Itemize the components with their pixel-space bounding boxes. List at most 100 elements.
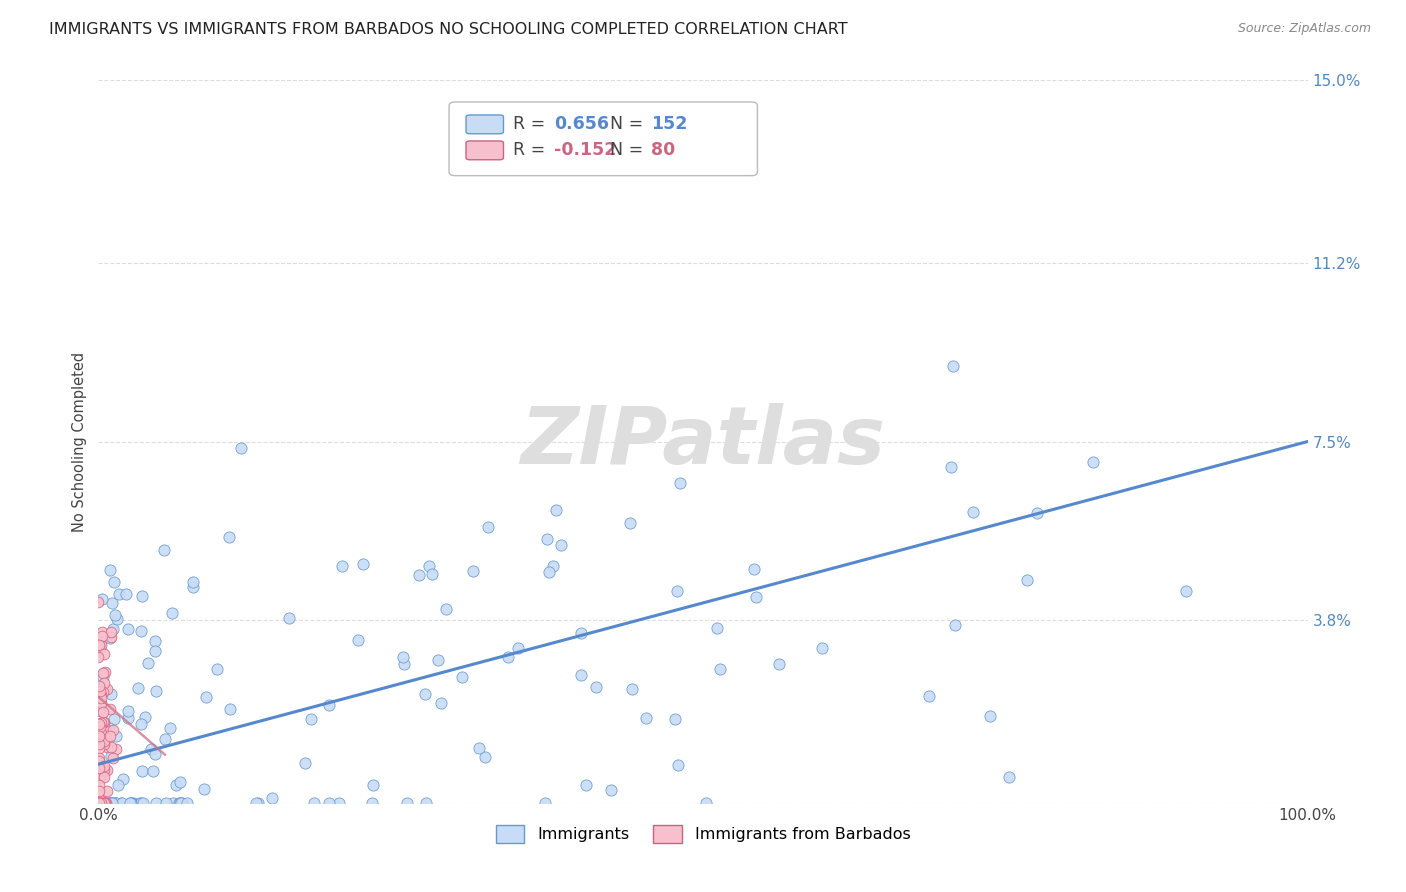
Point	[89, 771, 111, 785]
Point	[181, 574, 204, 589]
Point	[98, 729, 121, 743]
Text: 80: 80	[651, 141, 675, 160]
Point	[550, 538, 572, 552]
Point	[142, 764, 165, 778]
Point	[87, 725, 110, 739]
Point	[89, 796, 111, 810]
Point	[89, 641, 111, 656]
Point	[93, 796, 115, 810]
Point	[100, 687, 122, 701]
Point	[330, 558, 353, 573]
Point	[100, 630, 122, 644]
Point	[918, 689, 941, 703]
Point	[93, 796, 115, 810]
Point	[666, 758, 689, 772]
Point	[93, 796, 115, 810]
Point	[87, 779, 110, 793]
Point	[101, 796, 124, 810]
Point	[706, 621, 728, 635]
Point	[352, 558, 374, 572]
Point	[89, 731, 111, 746]
Point	[585, 680, 607, 694]
Point	[87, 595, 110, 609]
Point	[195, 690, 218, 705]
Point	[98, 701, 121, 715]
Point	[110, 796, 132, 810]
Point	[94, 665, 117, 679]
Point	[91, 764, 114, 779]
Point	[139, 742, 162, 756]
Point	[93, 715, 115, 730]
Point	[695, 796, 717, 810]
Point	[498, 650, 520, 665]
Point	[477, 520, 499, 534]
Text: N =: N =	[610, 141, 648, 160]
Text: 0.656: 0.656	[554, 115, 609, 133]
Point	[134, 710, 156, 724]
Point	[427, 653, 450, 667]
Point	[120, 796, 142, 810]
Point	[430, 696, 453, 710]
Point	[418, 558, 440, 573]
Point	[87, 766, 110, 780]
Point	[536, 533, 558, 547]
Point	[101, 796, 124, 810]
Point	[105, 796, 128, 810]
Point	[89, 684, 111, 698]
Point	[104, 796, 127, 810]
Point	[634, 711, 657, 725]
Point	[394, 657, 416, 672]
Point	[129, 796, 152, 810]
Point	[103, 622, 125, 636]
Point	[94, 723, 117, 738]
Point	[87, 784, 110, 798]
Point	[87, 796, 110, 810]
Point	[90, 696, 112, 710]
Point	[546, 503, 568, 517]
Point	[132, 796, 155, 810]
Point	[93, 763, 115, 777]
Point	[93, 676, 115, 690]
Point	[474, 750, 496, 764]
Point	[93, 737, 115, 751]
Point	[165, 777, 187, 791]
Point	[87, 679, 110, 693]
Point	[87, 751, 110, 765]
Point	[114, 587, 136, 601]
Point	[94, 796, 117, 810]
Point	[363, 778, 385, 792]
Point	[89, 796, 111, 810]
Point	[169, 796, 191, 810]
Legend: Immigrants, Immigrants from Barbados: Immigrants, Immigrants from Barbados	[489, 819, 917, 849]
Point	[742, 562, 765, 576]
Point	[127, 681, 149, 695]
Point	[169, 796, 191, 810]
Point	[159, 721, 181, 735]
Point	[96, 763, 118, 777]
Point	[664, 712, 686, 726]
Point	[450, 670, 472, 684]
Y-axis label: No Schooling Completed: No Schooling Completed	[72, 351, 87, 532]
Point	[89, 737, 111, 751]
Point	[420, 567, 443, 582]
Point	[229, 441, 252, 455]
Point	[87, 754, 110, 768]
Point	[810, 640, 832, 655]
Text: -0.152: -0.152	[554, 141, 617, 160]
Point	[96, 739, 118, 754]
Point	[87, 760, 110, 774]
Point	[318, 698, 340, 713]
Point	[1017, 573, 1039, 587]
Point	[90, 769, 112, 783]
Point	[145, 683, 167, 698]
Point	[91, 715, 114, 730]
Point	[302, 796, 325, 810]
Point	[90, 716, 112, 731]
Point	[87, 754, 110, 768]
Point	[90, 688, 112, 702]
Point	[93, 796, 115, 810]
Point	[93, 759, 115, 773]
Text: R =: R =	[513, 115, 551, 133]
Point	[129, 717, 152, 731]
Point	[93, 705, 115, 719]
